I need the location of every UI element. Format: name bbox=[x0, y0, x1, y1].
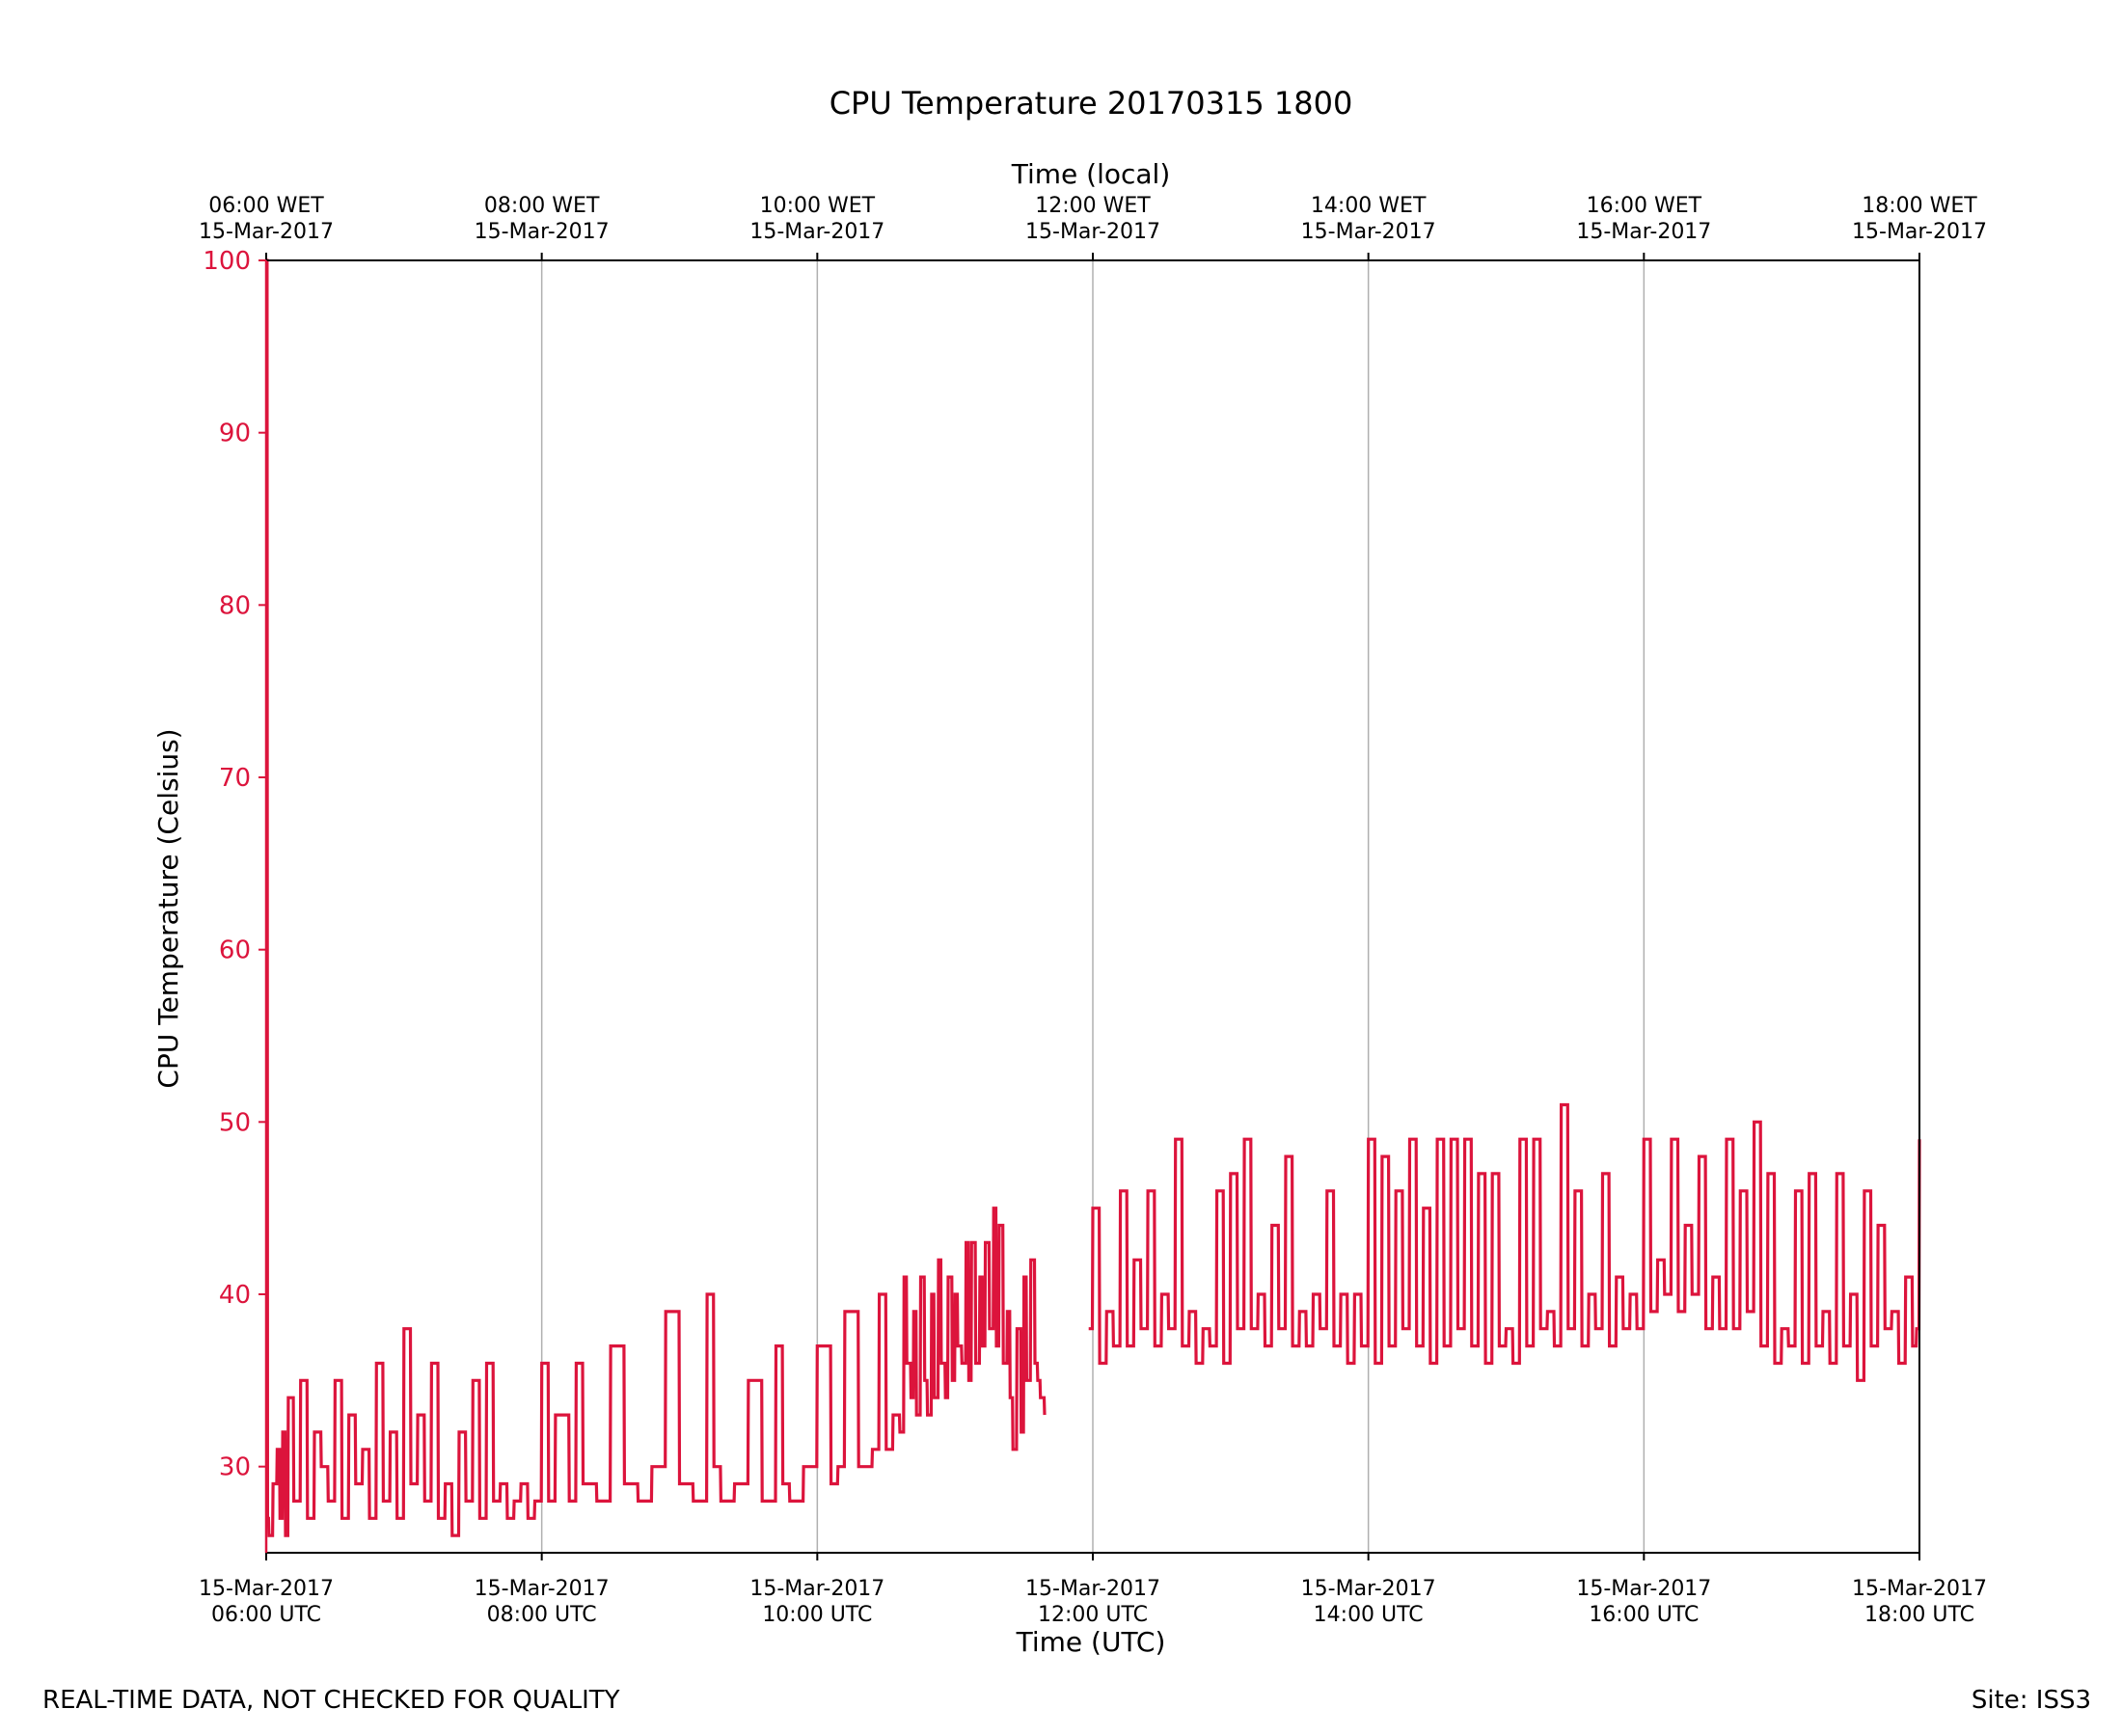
bottom-tick-label: 15-Mar-2017 bbox=[1852, 1577, 1987, 1601]
y-axis-label: CPU Temperature (Celsius) bbox=[152, 728, 184, 1088]
top-tick-label: 06:00 WET bbox=[208, 194, 324, 218]
top-tick-label: 15-Mar-2017 bbox=[1852, 220, 1987, 244]
bottom-tick-label: 15-Mar-2017 bbox=[749, 1577, 884, 1601]
y-tick-label: 90 bbox=[219, 420, 251, 448]
y-tick-label: 60 bbox=[219, 936, 251, 965]
top-tick-label: 15-Mar-2017 bbox=[749, 220, 884, 244]
top-tick-label: 18:00 WET bbox=[1862, 194, 1977, 218]
series-line-segment-1 bbox=[265, 258, 1047, 1537]
bottom-tick-label: 06:00 UTC bbox=[211, 1603, 321, 1627]
bottom-tick-label: 15-Mar-2017 bbox=[1576, 1577, 1711, 1601]
data-series bbox=[265, 258, 1921, 1537]
top-tick-label: 15-Mar-2017 bbox=[475, 220, 610, 244]
bottom-tick-label: 10:00 UTC bbox=[762, 1603, 872, 1627]
y-tick-label: 100 bbox=[203, 247, 251, 276]
top-axis-label: Time (local) bbox=[1011, 158, 1171, 190]
y-tick-label: 30 bbox=[219, 1453, 251, 1482]
site-label: Site: ISS3 bbox=[1971, 1686, 2091, 1715]
bottom-tick-label: 12:00 UTC bbox=[1038, 1603, 1148, 1627]
series-line-segment-2 bbox=[1088, 1102, 1921, 1382]
bottom-tick-label: 16:00 UTC bbox=[1589, 1603, 1699, 1627]
top-tick-label: 16:00 WET bbox=[1587, 194, 1702, 218]
bottom-tick-label: 15-Mar-2017 bbox=[475, 1577, 610, 1601]
quality-disclaimer: REAL-TIME DATA, NOT CHECKED FOR QUALITY bbox=[42, 1686, 620, 1715]
top-tick-label: 10:00 WET bbox=[760, 194, 876, 218]
top-tick-label: 14:00 WET bbox=[1311, 194, 1427, 218]
top-tick-label: 15-Mar-2017 bbox=[1576, 220, 1711, 244]
chart-title: CPU Temperature 20170315 1800 bbox=[830, 85, 1353, 122]
bottom-tick-label: 08:00 UTC bbox=[487, 1603, 597, 1627]
bottom-tick-label: 15-Mar-2017 bbox=[1025, 1577, 1160, 1601]
bottom-tick-label: 18:00 UTC bbox=[1864, 1603, 1974, 1627]
top-tick-label: 15-Mar-2017 bbox=[1301, 220, 1436, 244]
bottom-tick-label: 15-Mar-2017 bbox=[199, 1577, 334, 1601]
top-tick-label: 15-Mar-2017 bbox=[199, 220, 334, 244]
y-axis-ticks: 30 40 50 60 70 80 90 100 bbox=[203, 247, 266, 1482]
top-tick-label: 15-Mar-2017 bbox=[1025, 220, 1160, 244]
bottom-tick-label: 14:00 UTC bbox=[1314, 1603, 1424, 1627]
bottom-axis-label: Time (UTC) bbox=[1016, 1626, 1166, 1658]
bottom-tick-label: 15-Mar-2017 bbox=[1301, 1577, 1436, 1601]
y-tick-label: 50 bbox=[219, 1108, 251, 1137]
y-tick-label: 80 bbox=[219, 591, 251, 620]
y-tick-label: 40 bbox=[219, 1281, 251, 1310]
y-tick-label: 70 bbox=[219, 764, 251, 793]
top-tick-label: 12:00 WET bbox=[1035, 194, 1151, 218]
top-tick-label: 08:00 WET bbox=[484, 194, 600, 218]
